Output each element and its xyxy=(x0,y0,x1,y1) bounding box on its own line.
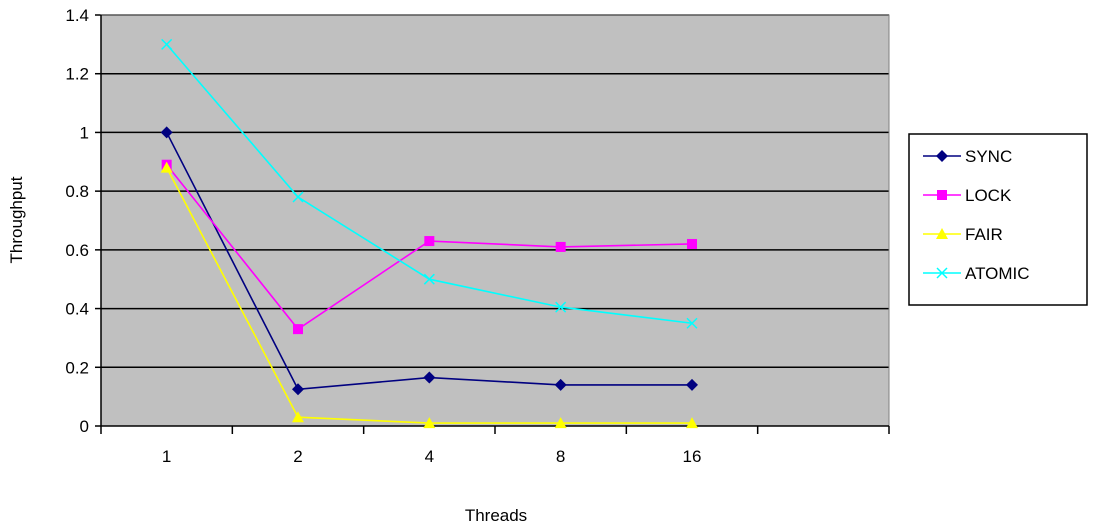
y-tick-label: 0.6 xyxy=(65,241,89,260)
x-axis-title: Threads xyxy=(465,506,527,525)
legend-marker-fair xyxy=(936,228,948,239)
data-point-sync xyxy=(160,126,173,139)
data-point-fair xyxy=(554,417,567,429)
data-point-sync xyxy=(554,378,567,391)
y-tick-label: 0.8 xyxy=(65,182,89,201)
x-tick-label: 1 xyxy=(162,447,171,466)
y-tick-label: 1.4 xyxy=(65,6,89,25)
data-point-fair xyxy=(160,161,173,173)
legend: SYNC LOCK FAIR ATOMIC xyxy=(923,147,1030,283)
plot-area xyxy=(101,15,889,426)
data-point-fair xyxy=(423,417,436,429)
data-point-atomic xyxy=(161,38,173,50)
legend-item-sync: SYNC xyxy=(923,147,1012,166)
data-point-lock xyxy=(424,236,435,247)
legend-label-lock: LOCK xyxy=(965,186,1012,205)
x-tick-label: 16 xyxy=(683,447,702,466)
legend-item-fair: FAIR xyxy=(923,225,1003,244)
y-tick-label: 0.2 xyxy=(65,358,89,377)
legend-item-lock: LOCK xyxy=(923,186,1012,205)
series-group xyxy=(160,38,698,429)
legend-label-fair: FAIR xyxy=(965,225,1003,244)
y-tick-label: 1.2 xyxy=(65,65,89,84)
data-point-atomic xyxy=(686,317,698,329)
data-point-atomic xyxy=(292,191,304,203)
data-point-fair xyxy=(292,411,304,423)
data-point-sync xyxy=(423,371,436,384)
x-tick-labels: 1 2 4 8 16 xyxy=(162,447,702,466)
data-point-lock xyxy=(687,238,697,249)
x-tick-label: 4 xyxy=(425,447,434,466)
data-point-atomic xyxy=(555,301,567,313)
legend-item-atomic: ATOMIC xyxy=(923,264,1030,283)
x-tick-label: 8 xyxy=(556,447,565,466)
axes xyxy=(95,14,890,434)
data-point-atomic xyxy=(423,273,435,285)
y-tick-labels: 0 0.2 0.4 0.6 0.8 1 1.2 1.4 xyxy=(65,6,89,436)
legend-marker-sync xyxy=(936,150,948,162)
y-tick-label: 1 xyxy=(80,123,89,142)
data-point-sync xyxy=(292,383,304,396)
y-tick-label: 0 xyxy=(80,417,89,436)
data-point-lock xyxy=(555,241,566,252)
data-point-sync xyxy=(686,378,698,391)
y-tick-label: 0.4 xyxy=(65,300,89,319)
y-axis-title: Throughput xyxy=(7,176,26,263)
legend-label-atomic: ATOMIC xyxy=(965,264,1030,283)
data-point-fair xyxy=(686,417,698,429)
legend-marker-atomic xyxy=(936,267,948,279)
legend-label-sync: SYNC xyxy=(965,147,1012,166)
legend-marker-lock xyxy=(937,190,947,200)
data-point-lock xyxy=(293,324,303,335)
x-tick-label: 2 xyxy=(293,447,302,466)
